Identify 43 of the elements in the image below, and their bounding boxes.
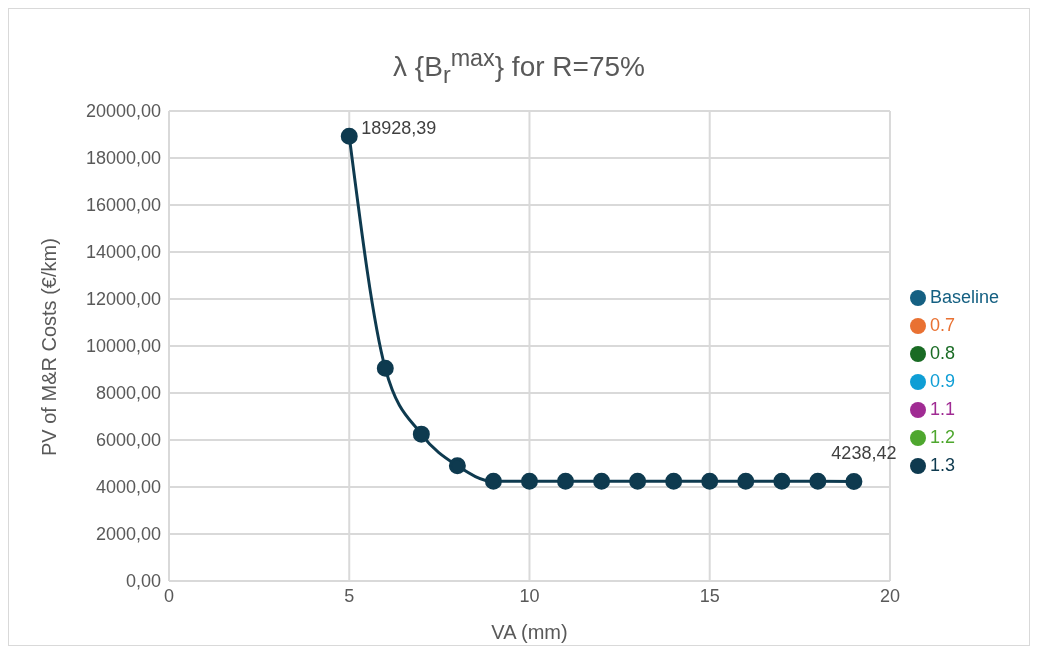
point [701,472,719,490]
point [520,472,538,490]
point [665,472,683,490]
y-tick-label: 8000,00 [95,383,161,404]
point [484,472,502,490]
data-label: 18928,39 [361,118,437,139]
legend-label: Baseline [929,287,999,307]
point [809,472,827,490]
point [629,472,647,490]
y-tick-label: 18000,00 [85,148,161,169]
point [845,472,863,490]
y-tick-label: 14000,00 [85,242,161,263]
x-tick-label: 5 [344,585,355,606]
legend-label: 1.2 [929,427,955,447]
x-tick-label: 10 [519,585,540,606]
x-tick-label: 15 [699,585,720,606]
x-tick-label: 20 [879,585,900,606]
point [340,127,358,145]
chart-title: λ {B$_{r}$$^{max}$} for R=75% [392,44,646,90]
x-tick-label: 0 [163,585,175,606]
point [448,457,466,475]
point [593,472,611,490]
y-tick-label: 4000,00 [95,477,161,498]
y-tick-label: 6000,00 [95,430,161,451]
y-tick-label: 0,00 [125,571,161,592]
y-axis-title: PV of M&R Costs (€/km) [38,238,61,456]
y-tick-label: 2000,00 [95,524,161,545]
y-tick-label: 20000,00 [85,101,161,122]
y-tick-label: 10000,00 [85,336,161,357]
point [557,472,575,490]
point [737,472,755,490]
legend-label: 1.1 [929,399,955,419]
legend-label: 0.9 [929,371,955,391]
legend-label: 1.3 [929,455,955,475]
y-tick-label: 16000,00 [85,195,161,216]
legend-label: 0.7 [929,315,955,335]
point [412,425,430,443]
y-tick-label: 12000,00 [85,289,161,310]
legend-label: 0.8 [929,343,955,363]
point [376,359,394,377]
x-axis-title: VA (mm) [491,621,568,643]
data-label: 4238,42 [831,443,897,464]
point [773,472,791,490]
